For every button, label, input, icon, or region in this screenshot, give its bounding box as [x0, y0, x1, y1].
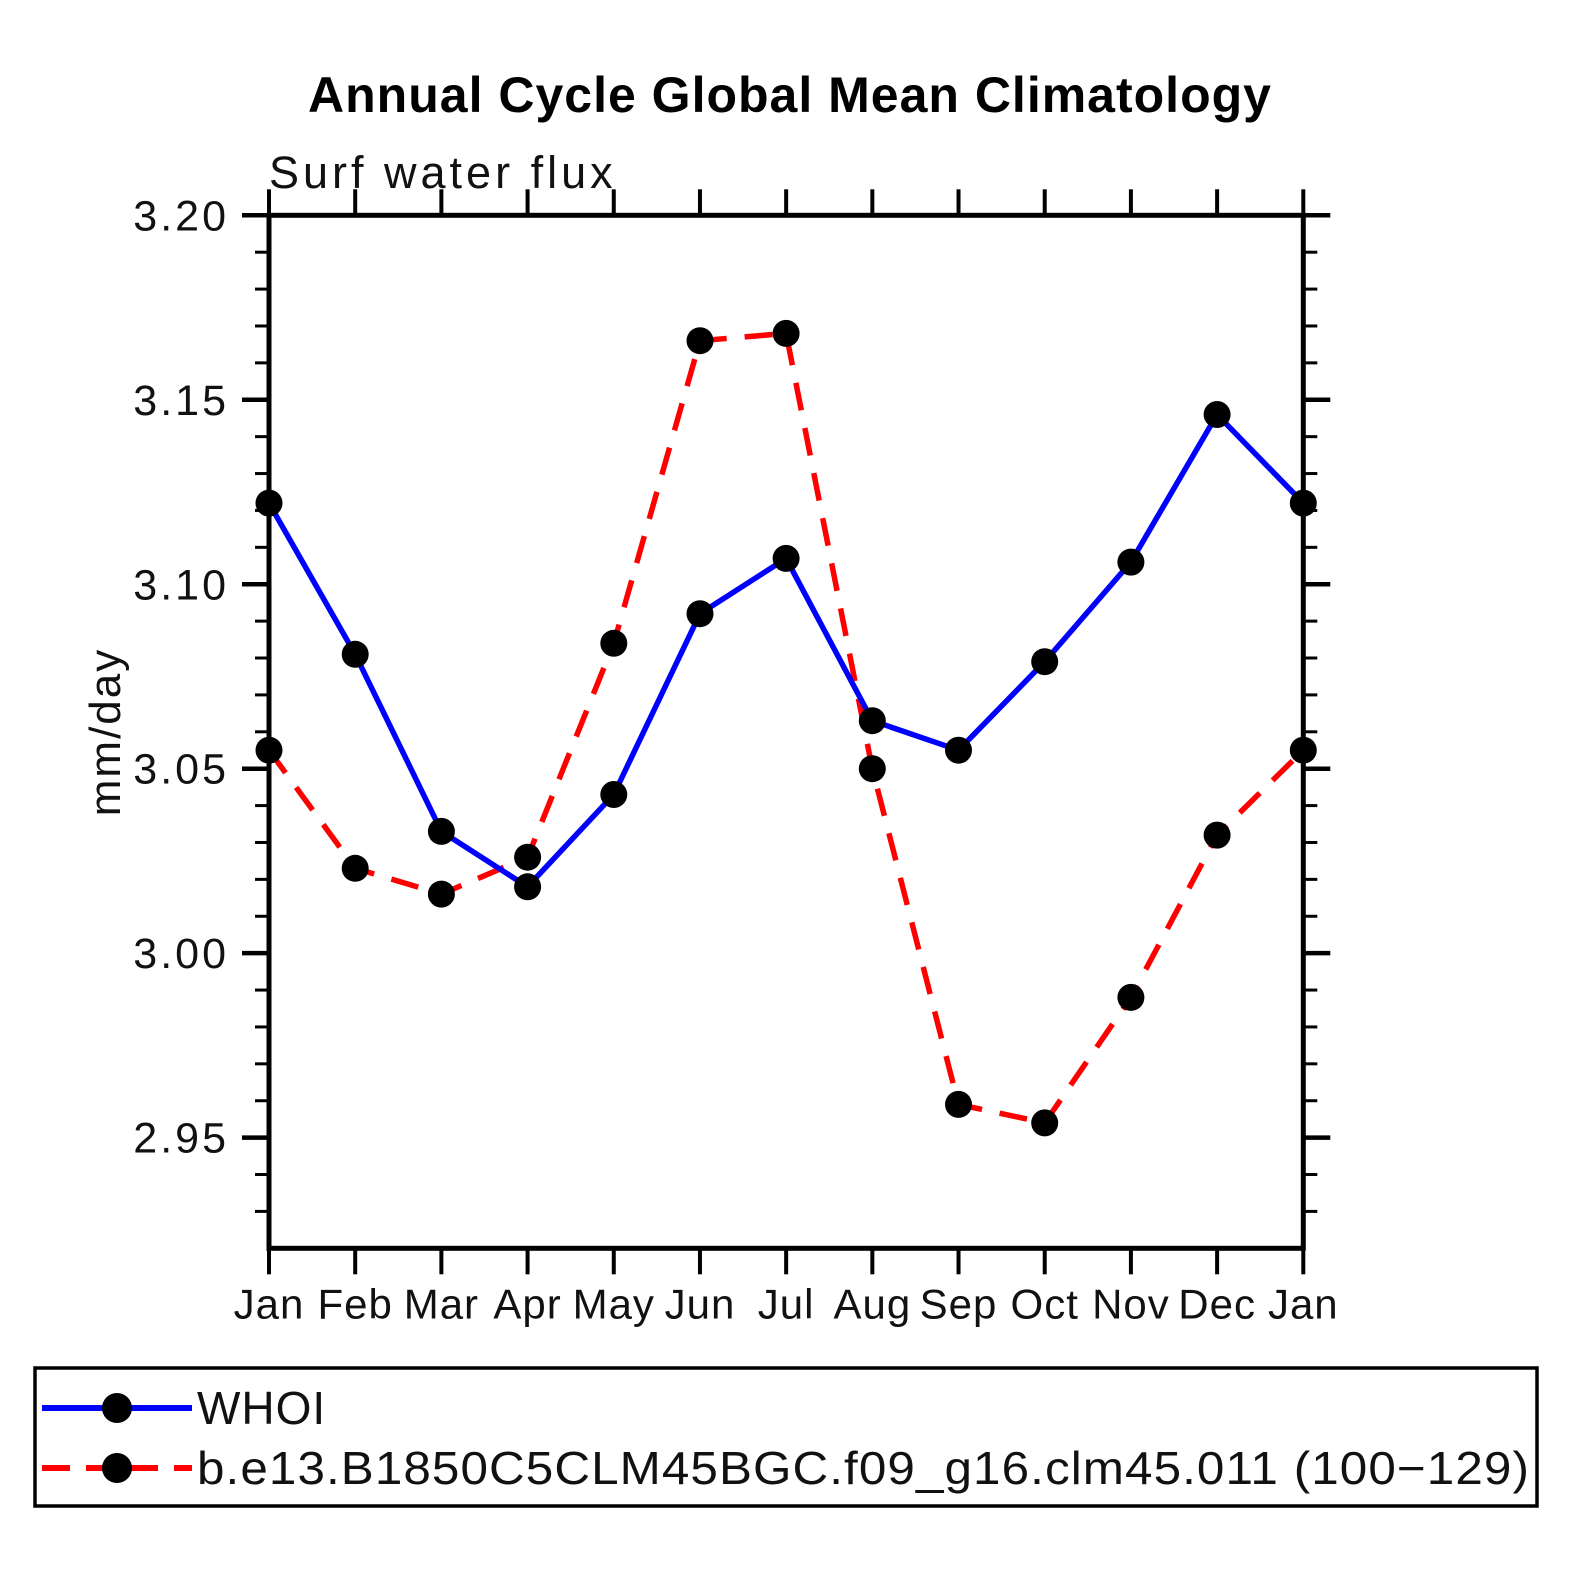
legend-entry-whoi: WHOI [42, 1382, 326, 1434]
y-ticks [242, 213, 1331, 1213]
month-label: Oct [1011, 1280, 1079, 1327]
data-point-marker [945, 1090, 972, 1118]
month-label: Nov [1092, 1280, 1170, 1327]
series-markers [255, 319, 1317, 1137]
month-label: Aug [833, 1280, 911, 1327]
legend-box [33, 1366, 1539, 1508]
data-point-marker [427, 817, 455, 845]
plot-frame [266, 212, 1306, 1251]
data-point-marker [514, 843, 542, 871]
data-point-marker [858, 755, 886, 783]
y-axis-label: mm/day [81, 648, 130, 816]
data-point-marker [945, 736, 972, 764]
data-point-marker [1289, 736, 1317, 764]
month-label: Feb [318, 1280, 393, 1327]
month-label: Dec [1178, 1280, 1256, 1327]
y-tick-label: 3.15 [133, 377, 229, 425]
legend: WHOI b.e13.B1850C5CLM45BGC.f09_g16.clm45… [33, 1366, 1539, 1508]
data-point-marker [427, 880, 455, 908]
legend-entry-model: b.e13.B1850C5CLM45BGC.f09_g16.clm45.011 … [42, 1442, 1530, 1494]
data-point-marker [255, 736, 283, 764]
month-label: Jan [234, 1280, 305, 1327]
data-point-marker [1289, 489, 1317, 517]
data-point-marker [772, 544, 800, 572]
x-ticks [267, 189, 1306, 1275]
data-point-marker [600, 781, 628, 808]
data-point-marker [1117, 983, 1145, 1011]
month-label: Apr [493, 1280, 561, 1327]
y-tick-label: 3.10 [133, 561, 229, 609]
data-point-marker [255, 489, 283, 517]
legend-marker-model [102, 1453, 132, 1483]
data-point-marker [858, 707, 886, 735]
data-point-marker [1203, 821, 1231, 849]
month-label: Jan [1268, 1280, 1339, 1327]
series-line-whoi [266, 411, 1306, 890]
series-line-model [266, 330, 1306, 1126]
y-tick-label: 3.05 [133, 746, 229, 794]
month-label: Sep [920, 1280, 998, 1327]
month-label: Jun [665, 1280, 736, 1327]
data-point-marker [341, 854, 369, 882]
data-point-marker [341, 640, 369, 668]
data-point-marker [1031, 1109, 1059, 1137]
data-point-marker [772, 319, 800, 347]
month-labels: Jan Feb Mar Apr May Jun Jul Aug Sep Oct Nov Dec Jan [234, 1280, 1339, 1327]
legend-label-model: b.e13.B1850C5CLM45BGC.f09_g16.clm45.011 … [197, 1442, 1530, 1494]
chart-title: Annual Cycle Global Mean Climatology [308, 67, 1272, 123]
data-point-marker [514, 873, 542, 901]
series-lines [266, 330, 1306, 1126]
data-point-marker [600, 629, 628, 657]
legend-label-whoi: WHOI [197, 1382, 326, 1434]
month-label: Mar [404, 1280, 479, 1327]
data-point-marker [1117, 548, 1145, 576]
month-label: May [573, 1280, 655, 1327]
y-tick-label: 3.00 [133, 930, 229, 978]
legend-marker-whoi [102, 1393, 132, 1423]
data-point-marker [1031, 648, 1059, 676]
data-point-marker [686, 600, 714, 628]
data-point-marker [686, 327, 714, 355]
y-tick-label: 2.95 [133, 1115, 229, 1163]
y-tick-label: 3.20 [133, 192, 229, 240]
data-point-marker [1203, 401, 1231, 428]
axes-frame [266, 212, 1306, 1251]
month-label: Jul [758, 1280, 815, 1327]
y-tick-labels: 3.20 3.15 3.10 3.05 3.00 2.95 [133, 192, 229, 1163]
